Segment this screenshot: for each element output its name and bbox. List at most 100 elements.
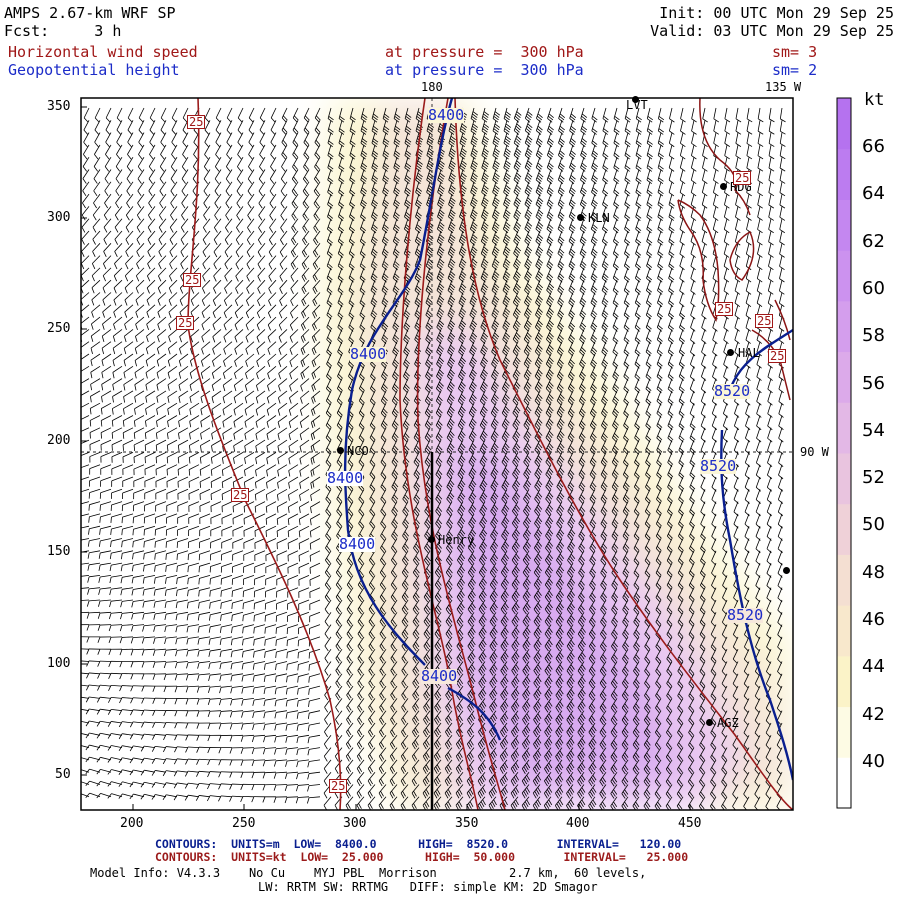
wind-barb [492,120,501,135]
wind-barb [459,132,467,148]
wind-barb [259,144,266,160]
wind-barb [137,181,145,197]
wind-barb [292,132,299,148]
wind-barb [635,144,642,160]
wind-barb [602,157,609,172]
wind-barb [204,144,211,160]
wind-barb [314,120,321,135]
colorbar-label: 54 [862,419,885,441]
wind-barb [426,157,434,172]
wind-barb [148,169,156,184]
wind-barb [226,144,233,160]
wind-barb [371,120,379,135]
station-marker [783,567,790,574]
wind-barb [104,169,112,184]
wind-barb [757,132,764,147]
wind-barb [83,120,90,135]
field2-level: at pressure = 300 hPa [385,61,584,79]
colorbar-label: 48 [862,561,885,583]
wind-barb [204,132,211,148]
wind-barb [226,132,233,148]
wind-barb [558,120,565,135]
wind-barb [613,157,620,172]
wind-barb [171,120,178,135]
wind-barb [281,144,288,160]
wind-barb [569,120,577,135]
wind-barb [426,169,434,185]
wind-barb [404,144,412,160]
wind-barb [137,156,145,172]
wind-barb [302,169,310,184]
wind-barb [591,144,599,160]
wind-barb [492,107,501,123]
wind-barb [580,169,587,185]
wind-barb [349,157,356,172]
wind-barb [116,120,123,135]
wind-barb [624,107,631,123]
wind-barb [203,181,211,197]
wind-barb [360,107,368,123]
y-tick: 250 [47,321,71,336]
wind-barb [535,144,543,160]
wind-barb [580,107,588,123]
station-label: LVT [626,98,648,112]
wind-barb [170,156,178,172]
wind-barb [481,157,489,172]
meridian-90w: 90 W [800,445,829,459]
wind-barb [225,169,233,184]
wind-barb [547,132,554,148]
wind-barb [779,107,786,123]
wind-barb [382,120,390,135]
wind-barb [624,157,631,172]
wind-barb [327,107,334,123]
colorbar-label: 60 [862,277,885,299]
wind-barb [448,157,456,172]
wind-barb [624,144,631,160]
wind-barb [779,144,786,160]
field2-smoothing: sm= 2 [772,61,818,79]
wind-barb [360,157,368,172]
station-label: AGZ [717,716,739,730]
wind-barb [127,120,134,135]
wind-barb [83,107,90,123]
colorbar-label: 66 [862,136,885,157]
wind-barb [382,169,390,185]
wind-barb [779,120,786,135]
station-label: NCO [347,444,369,458]
wind-barb [779,169,786,184]
wind-barb [382,107,390,123]
wind-barb [292,144,299,160]
wind-barb [83,144,90,160]
wind-barb [314,156,321,172]
wind-barb [148,156,156,172]
wind-barb [657,157,664,172]
wind-barb [259,132,266,148]
field1-smoothing: sm= 3 [772,43,818,61]
wind-barb [371,169,379,185]
wind-barb [292,107,299,123]
wind-barb [503,107,512,123]
wind-barb [181,156,189,172]
wind-barb [281,132,288,148]
wind-barb [314,132,321,148]
wind-barb [171,144,178,160]
wind-barb [303,107,310,123]
colorbar-label: 52 [862,467,885,489]
wind-barb [448,132,456,148]
wind-barb [105,120,112,135]
colorbar-label: 50 [862,514,885,536]
valid-time: Valid: 03 UTC Mon 29 Sep 25 [650,22,894,40]
wind-barb [159,181,167,197]
station-label: KLN [588,211,610,225]
wind-barb [624,169,631,185]
wind-barb [247,169,255,184]
wind-barb [93,169,101,184]
wind-barb [613,132,620,148]
wind-barb [404,169,412,185]
wind-barb [303,120,310,135]
wind-barb [624,120,631,135]
wind-barb [170,181,178,197]
wind-barb [757,120,764,135]
wind-barb [160,144,167,160]
